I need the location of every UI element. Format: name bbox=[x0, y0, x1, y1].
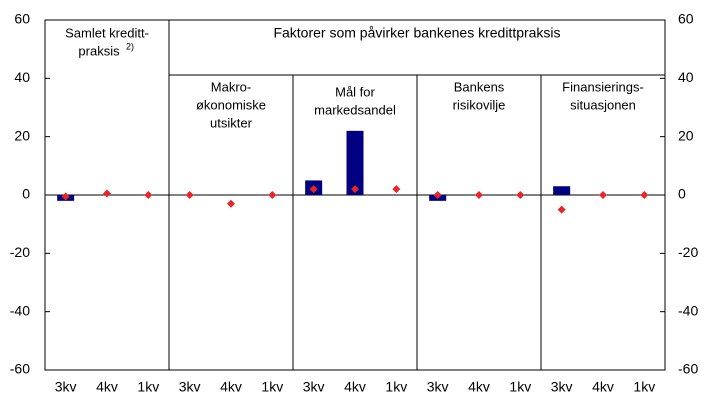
y2-tick-label: 60 bbox=[678, 11, 694, 27]
header: Faktorer som påvirker bankenes kredittpr… bbox=[273, 25, 560, 41]
y2-tick-label: -20 bbox=[678, 244, 698, 260]
group-label: utsikter bbox=[210, 115, 253, 130]
x-tick-label: 3kv bbox=[551, 379, 573, 395]
diamond-marker bbox=[475, 191, 483, 199]
diamond-marker bbox=[599, 191, 607, 199]
bar bbox=[553, 186, 571, 195]
x-tick-label: 3kv bbox=[427, 379, 449, 395]
diamond-marker bbox=[557, 205, 566, 214]
group-label: Mål for bbox=[335, 84, 375, 99]
y-tick-label: -20 bbox=[10, 244, 30, 260]
y-tick-label: 0 bbox=[22, 186, 30, 202]
y2-tick-label: 20 bbox=[678, 127, 694, 143]
diamond-marker bbox=[640, 191, 649, 199]
x-tick-label: 3kv bbox=[303, 379, 325, 395]
footnote-marker: 2) bbox=[126, 41, 134, 51]
x-tick-label: 1kv bbox=[385, 379, 407, 395]
x-tick-label: 3kv bbox=[55, 379, 77, 395]
diamond-marker bbox=[268, 191, 277, 199]
group-label: Bankens bbox=[454, 79, 505, 94]
y2-tick-label: -60 bbox=[678, 361, 698, 377]
group-label: Makro- bbox=[211, 79, 251, 94]
diamond-marker bbox=[61, 192, 70, 201]
diamond-marker bbox=[185, 191, 194, 199]
x-tick-label: 4kv bbox=[96, 379, 118, 395]
group-label: Finansierings- bbox=[562, 79, 644, 94]
x-tick-label: 1kv bbox=[137, 379, 159, 395]
diamond-marker bbox=[103, 189, 111, 198]
x-tick-label: 4kv bbox=[220, 379, 242, 395]
x-tick-label: 4kv bbox=[592, 379, 614, 395]
x-tick-label: 1kv bbox=[509, 379, 531, 395]
x-tick-label: 1kv bbox=[261, 379, 283, 395]
diamond-marker bbox=[309, 185, 318, 194]
y-tick-label: 60 bbox=[14, 11, 30, 27]
y2-tick-label: 40 bbox=[678, 69, 694, 85]
x-tick-label: 4kv bbox=[468, 379, 490, 395]
y-tick-label: 20 bbox=[14, 127, 30, 143]
y-tick-label: 40 bbox=[14, 69, 30, 85]
diamond-marker bbox=[433, 191, 442, 199]
x-tick-label: 1kv bbox=[633, 379, 655, 395]
group-label: markedsandel bbox=[314, 102, 396, 117]
x-tick-label: 4kv bbox=[344, 379, 366, 395]
group-label: praksis bbox=[78, 43, 120, 58]
group-label: Samlet kreditt- bbox=[65, 25, 149, 40]
diamond-marker bbox=[516, 191, 525, 199]
group-label: situasjonen bbox=[570, 97, 636, 112]
diamond-marker bbox=[351, 185, 359, 194]
diamond-marker bbox=[144, 191, 153, 199]
y2-tick-label: 0 bbox=[678, 186, 686, 202]
group-label: risikovilje bbox=[453, 97, 506, 112]
y2-tick-label: -40 bbox=[678, 302, 698, 318]
diamond-marker bbox=[392, 185, 401, 194]
bar bbox=[346, 130, 364, 195]
diamond-marker bbox=[227, 199, 235, 208]
y-tick-label: -40 bbox=[10, 302, 30, 318]
group-label: økonomiske bbox=[196, 97, 266, 112]
x-tick-label: 3kv bbox=[179, 379, 201, 395]
y-tick-label: -60 bbox=[10, 361, 30, 377]
